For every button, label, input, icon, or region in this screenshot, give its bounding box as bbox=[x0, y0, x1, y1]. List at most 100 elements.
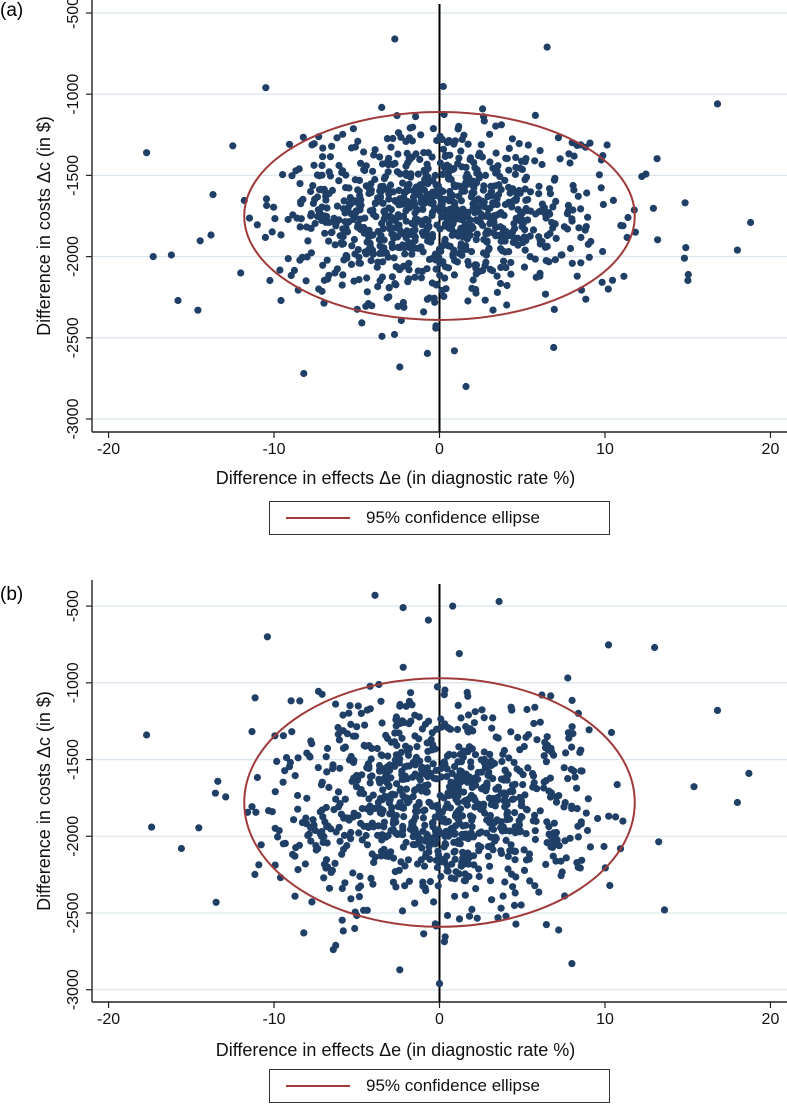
data-point bbox=[464, 711, 473, 719]
data-point bbox=[481, 171, 490, 179]
data-point bbox=[424, 149, 432, 157]
data-point bbox=[510, 225, 519, 233]
data-point bbox=[391, 280, 399, 288]
data-point bbox=[252, 808, 260, 816]
data-point bbox=[343, 730, 351, 738]
data-point bbox=[568, 743, 576, 751]
confidence-ellipse bbox=[243, 111, 636, 321]
data-point bbox=[401, 250, 409, 258]
data-point bbox=[550, 819, 558, 827]
data-point bbox=[397, 748, 405, 756]
data-point bbox=[415, 800, 423, 808]
data-point bbox=[453, 773, 461, 781]
data-point bbox=[713, 706, 722, 714]
data-point bbox=[531, 111, 540, 119]
data-point bbox=[522, 155, 530, 163]
x-tick-label: 0 bbox=[435, 1011, 444, 1028]
data-point bbox=[605, 812, 613, 820]
data-point bbox=[649, 204, 658, 212]
data-point bbox=[502, 154, 510, 162]
data-point bbox=[424, 755, 432, 763]
data-point bbox=[391, 35, 399, 43]
data-point bbox=[449, 219, 457, 227]
data-point bbox=[321, 818, 329, 826]
data-point bbox=[429, 760, 437, 768]
data-point bbox=[377, 751, 385, 759]
data-point bbox=[477, 768, 485, 776]
data-point bbox=[472, 236, 480, 244]
data-point bbox=[420, 166, 428, 174]
data-point bbox=[518, 813, 526, 821]
data-point bbox=[361, 248, 369, 256]
data-point bbox=[562, 854, 570, 862]
data-point bbox=[515, 140, 523, 148]
data-point bbox=[543, 733, 551, 741]
data-point bbox=[378, 332, 386, 340]
data-point bbox=[473, 179, 481, 187]
data-point bbox=[389, 854, 398, 862]
data-point bbox=[207, 231, 215, 239]
data-point bbox=[446, 725, 454, 733]
data-point bbox=[318, 161, 326, 170]
data-point bbox=[333, 134, 341, 142]
data-point bbox=[498, 757, 506, 766]
data-point bbox=[358, 836, 366, 844]
data-point bbox=[503, 776, 511, 784]
data-point bbox=[448, 225, 456, 233]
data-point bbox=[310, 140, 318, 148]
data-point bbox=[409, 773, 417, 781]
data-point bbox=[536, 807, 544, 815]
data-point bbox=[497, 237, 505, 245]
data-point bbox=[325, 783, 333, 791]
data-point bbox=[568, 217, 576, 225]
data-point bbox=[347, 720, 355, 728]
data-point bbox=[479, 249, 488, 257]
data-point bbox=[487, 800, 495, 809]
data-point bbox=[400, 243, 409, 251]
legend-ellipse-label: 95% confidence ellipse bbox=[366, 508, 540, 527]
data-point bbox=[389, 214, 398, 223]
data-point bbox=[443, 772, 451, 781]
data-point bbox=[469, 276, 477, 284]
data-point bbox=[377, 697, 385, 705]
data-point bbox=[497, 186, 505, 194]
data-point bbox=[449, 252, 457, 260]
data-point bbox=[437, 715, 445, 723]
data-point bbox=[473, 217, 481, 225]
data-point bbox=[289, 850, 297, 858]
data-point bbox=[297, 200, 305, 208]
data-point bbox=[651, 643, 659, 652]
data-point bbox=[365, 226, 373, 234]
data-point bbox=[398, 717, 406, 725]
data-point bbox=[466, 156, 474, 164]
data-point bbox=[520, 866, 529, 874]
data-point bbox=[535, 888, 543, 896]
data-point bbox=[418, 228, 426, 237]
data-point bbox=[578, 856, 586, 864]
data-point bbox=[294, 754, 302, 762]
data-point bbox=[504, 852, 512, 860]
data-point bbox=[454, 798, 462, 806]
data-point bbox=[307, 837, 315, 845]
data-point bbox=[323, 256, 331, 264]
data-point bbox=[408, 250, 416, 258]
data-point bbox=[502, 836, 510, 844]
y-tick-label: -2500 bbox=[65, 317, 82, 358]
data-point bbox=[488, 896, 496, 904]
data-point bbox=[451, 875, 459, 883]
data-point bbox=[277, 231, 285, 239]
data-point bbox=[510, 758, 518, 767]
data-point bbox=[489, 306, 497, 314]
data-point bbox=[340, 831, 348, 839]
data-point bbox=[401, 763, 409, 771]
data-point bbox=[288, 728, 296, 736]
data-point bbox=[385, 190, 393, 198]
data-point bbox=[435, 980, 444, 988]
data-point bbox=[561, 799, 569, 807]
data-point bbox=[319, 153, 327, 161]
data-point bbox=[341, 209, 349, 217]
data-point bbox=[352, 732, 360, 740]
data-point bbox=[309, 182, 317, 190]
data-point bbox=[334, 730, 342, 738]
data-point bbox=[489, 714, 497, 722]
